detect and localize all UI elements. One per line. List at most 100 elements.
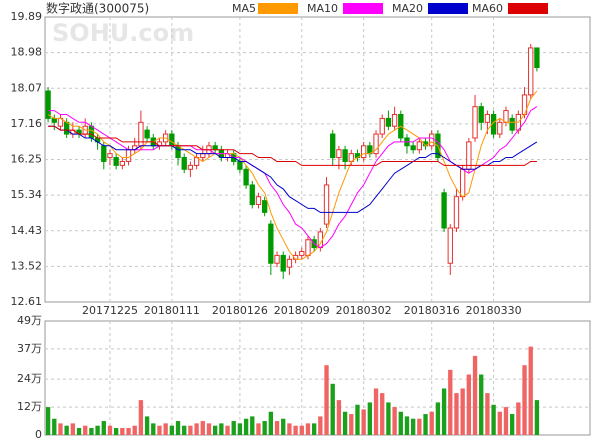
- volume-bar: [472, 355, 478, 435]
- volume-bar: [212, 425, 218, 435]
- y-tick-label: 16.25: [11, 153, 43, 166]
- volume-bar: [64, 425, 69, 435]
- volume-bar: [281, 418, 286, 435]
- candle-body: [144, 129, 150, 139]
- volume-bar: [485, 393, 490, 435]
- candle-body: [305, 239, 311, 256]
- volume-bar: [367, 402, 373, 435]
- volume-bar: [225, 425, 230, 435]
- candle-body: [410, 145, 416, 151]
- volume-bar: [83, 425, 88, 435]
- candle-body: [503, 110, 509, 123]
- volume-bar: [107, 425, 113, 435]
- x-tick-label: 20180316: [404, 304, 460, 317]
- volume-bar: [386, 402, 391, 435]
- x-tick-label: 20180126: [212, 304, 268, 317]
- volume-bar: [361, 409, 366, 435]
- candle-body: [429, 133, 435, 147]
- candle-body: [175, 145, 181, 159]
- volume-bar: [52, 418, 57, 435]
- candle-body: [484, 113, 491, 123]
- y-tick-label: 37万: [17, 342, 42, 355]
- volume-bar: [522, 365, 527, 435]
- volume-bar: [188, 425, 193, 435]
- volume-bar: [435, 402, 441, 435]
- volume-bar: [336, 400, 342, 435]
- y-tick-label: 12万: [17, 400, 42, 413]
- volume-bar: [144, 416, 150, 435]
- y-tick-label: 24万: [17, 372, 42, 385]
- ma-line: [48, 125, 537, 166]
- legend-label: MA10: [307, 2, 338, 15]
- volume-bar: [268, 411, 274, 435]
- candle-body: [379, 117, 385, 135]
- legend-swatch: [343, 3, 383, 14]
- legend-label: MA5: [232, 2, 256, 15]
- volume-bar: [138, 400, 144, 435]
- volume-bar: [274, 421, 280, 435]
- legend-swatch: [258, 3, 298, 14]
- volume-bar: [287, 423, 292, 435]
- volume-bar: [262, 421, 267, 435]
- volume-bar: [113, 428, 119, 435]
- volume-bar: [417, 418, 422, 435]
- y-tick-label: 15.34: [11, 188, 43, 201]
- volume-bar: [151, 423, 156, 435]
- candle-body: [528, 47, 534, 96]
- volume-bar: [89, 428, 94, 435]
- candle-body: [107, 153, 113, 159]
- volume-bar: [200, 421, 205, 435]
- volume-bar: [95, 425, 100, 435]
- volume-bar: [342, 411, 348, 435]
- candle-body: [534, 47, 540, 69]
- volume-bar: [194, 423, 199, 435]
- candle-body: [299, 250, 305, 256]
- candle-body: [125, 149, 132, 162]
- volume-bar: [318, 416, 323, 435]
- candle-body: [261, 200, 268, 213]
- volume-bar: [460, 388, 465, 435]
- candle-body: [113, 157, 119, 166]
- volume-bar: [132, 425, 137, 435]
- candle-body: [330, 133, 336, 159]
- volume-bar: [243, 418, 249, 435]
- volume-bar: [423, 414, 428, 435]
- y-tick-label: 17.16: [11, 117, 43, 130]
- volume-bar: [491, 404, 496, 435]
- volume-frame: [44, 320, 591, 436]
- volume-bar: [76, 428, 82, 435]
- volume-bar: [410, 418, 416, 435]
- volume-bar: [380, 393, 385, 435]
- volume-bar: [355, 404, 360, 435]
- volume-bar: [311, 423, 317, 435]
- candle-body: [459, 168, 466, 198]
- x-tick-label: 20180111: [144, 304, 200, 317]
- volume-bar: [503, 407, 509, 435]
- volume-bar: [330, 383, 335, 435]
- volume-bar: [349, 414, 354, 435]
- watermark: SOHU.com: [52, 19, 194, 47]
- volume-bar: [120, 428, 125, 435]
- candle-body: [255, 196, 262, 206]
- ma-line: [48, 125, 538, 213]
- candle-body: [187, 164, 194, 170]
- y-tick-label: 18.98: [11, 46, 43, 59]
- volume-bar: [45, 407, 51, 435]
- candle-body: [237, 160, 243, 170]
- volume-bar: [441, 388, 447, 435]
- candle-body: [249, 184, 255, 206]
- candle-body: [472, 106, 478, 139]
- volume-bar: [373, 388, 379, 435]
- candle-body: [360, 145, 367, 159]
- candle-body: [336, 149, 342, 159]
- volume-bar: [169, 425, 175, 435]
- candle-body: [373, 133, 379, 155]
- candle-body: [441, 192, 447, 229]
- volume-bar: [454, 393, 459, 435]
- y-tick-label: 13.52: [11, 259, 43, 272]
- candle-body: [323, 184, 330, 225]
- candle-body: [478, 106, 484, 123]
- y-tick-label: 18.07: [11, 81, 43, 94]
- candle-body: [200, 153, 206, 159]
- volume-bar: [101, 421, 106, 435]
